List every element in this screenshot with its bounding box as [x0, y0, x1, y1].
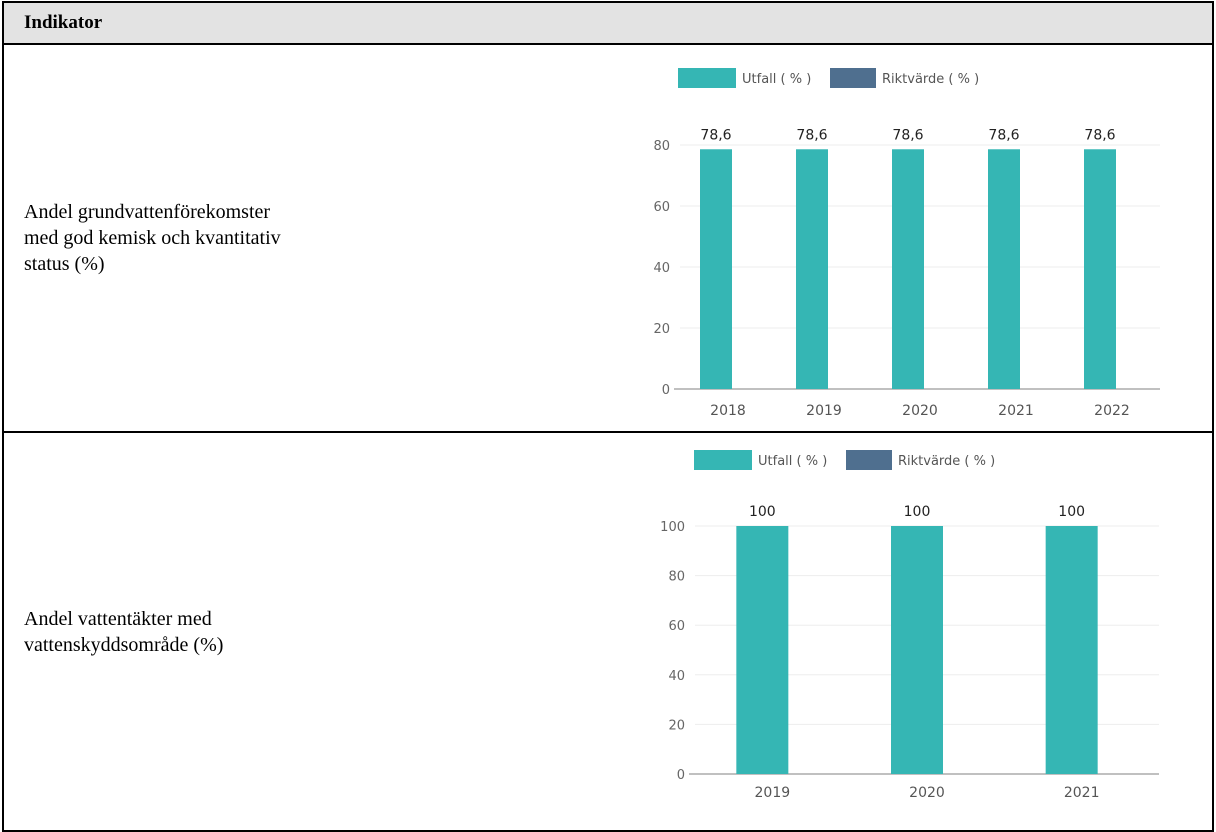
- chart-cell: Utfall ( % ) Riktvärde ( % ) 0 20 40 60 80 100 1…: [608, 431, 1214, 832]
- bar-utfall: [796, 149, 828, 389]
- bar-value-label: 100: [1058, 504, 1085, 520]
- indicator-label-cell: Andel grundvattenförekomster med god kem…: [2, 43, 608, 433]
- y-tick-label: 40: [668, 669, 685, 684]
- bar-utfall: [892, 149, 924, 389]
- table-row: Andel grundvattenförekomster med god kem…: [2, 43, 1214, 433]
- x-tick-label: 2019: [755, 785, 791, 801]
- legend-swatch-riktvarde: [846, 450, 892, 470]
- legend: Utfall ( % ) Riktvärde ( % ): [678, 68, 979, 88]
- y-tick-label: 40: [653, 261, 670, 276]
- bar-utfall: [988, 149, 1020, 389]
- chart-cell: Utfall ( % ) Riktvärde ( % ) 0 20 40 60 80 78,6…: [608, 43, 1214, 433]
- indicator-label: Andel vattentäkter med vattenskyddsområd…: [24, 607, 224, 656]
- legend-swatch-riktvarde: [830, 68, 876, 88]
- bar-utfall: [736, 526, 789, 774]
- bar-value-label: 78,6: [700, 127, 731, 143]
- y-tick-label: 100: [660, 520, 685, 535]
- y-tick-label: 20: [653, 322, 670, 337]
- chart-groundwater-status: Utfall ( % ) Riktvärde ( % ) 0 20 40 60 80 78,6…: [653, 68, 1160, 419]
- legend-swatch-utfall: [678, 68, 736, 88]
- legend: Utfall ( % ) Riktvärde ( % ): [694, 450, 995, 470]
- x-tick-label: 2020: [909, 785, 945, 801]
- bar-value-label: 100: [749, 504, 776, 520]
- bar-utfall: [1045, 526, 1098, 774]
- bar-value-label: 78,6: [988, 127, 1019, 143]
- table-header: Indikator: [2, 1, 1214, 45]
- indicator-label-cell: Andel vattentäkter med vattenskyddsområd…: [2, 431, 608, 832]
- bar-value-label: 78,6: [892, 127, 923, 143]
- bar-utfall: [700, 149, 732, 389]
- header-row: Indikator: [2, 1, 1214, 45]
- x-tick-label: 2019: [806, 403, 842, 419]
- legend-swatch-utfall: [694, 450, 752, 470]
- y-tick-label: 0: [677, 768, 685, 783]
- legend-label-utfall: Utfall ( % ): [742, 72, 811, 87]
- chart-water-protection-areas: Utfall ( % ) Riktvärde ( % ) 0 20 40 60 80 100 1…: [660, 450, 1159, 801]
- indicator-label: Andel grundvattenförekomster med god kem…: [24, 201, 281, 275]
- x-tick-label: 2021: [998, 403, 1034, 419]
- bar-value-label: 100: [904, 504, 931, 520]
- y-tick-label: 80: [653, 139, 670, 154]
- bar-utfall: [891, 526, 943, 774]
- y-tick-label: 60: [668, 619, 685, 634]
- legend-label-utfall: Utfall ( % ): [758, 454, 827, 469]
- bar-value-label: 78,6: [1084, 127, 1115, 143]
- y-tick-label: 20: [668, 718, 685, 733]
- y-tick-label: 60: [653, 200, 670, 215]
- x-tick-label: 2020: [902, 403, 938, 419]
- x-tick-label: 2021: [1064, 785, 1100, 801]
- y-tick-label: 80: [668, 570, 685, 585]
- legend-label-riktvarde: Riktvärde ( % ): [882, 72, 979, 87]
- bar-value-label: 78,6: [796, 127, 827, 143]
- x-tick-label: 2022: [1094, 403, 1130, 419]
- x-tick-label: 2018: [710, 403, 746, 419]
- bar-utfall: [1084, 149, 1116, 389]
- y-tick-label: 0: [662, 383, 670, 398]
- table-row: Andel vattentäkter med vattenskyddsområd…: [2, 431, 1214, 832]
- legend-label-riktvarde: Riktvärde ( % ): [898, 454, 995, 469]
